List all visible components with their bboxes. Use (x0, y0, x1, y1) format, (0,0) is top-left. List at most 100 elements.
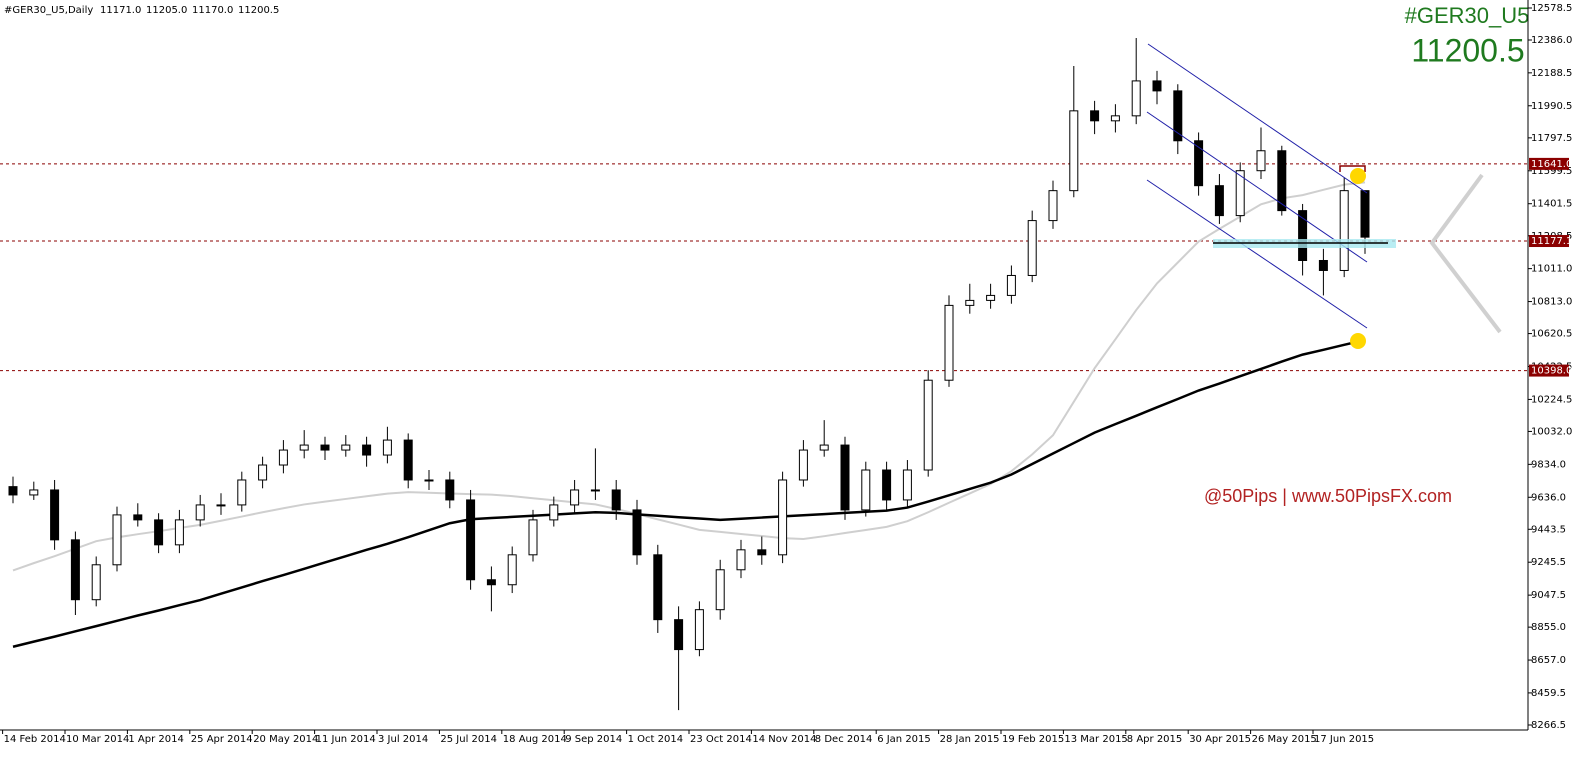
x-tick-label: 26 May 2015 (1252, 734, 1317, 745)
candle-body (299, 444, 309, 451)
x-tick-label: 6 Jan 2015 (877, 734, 931, 745)
channel-line (1146, 111, 1368, 263)
level-label-box (1529, 235, 1569, 248)
candle-body (757, 549, 767, 556)
x-tick-label: 3 Jul 2014 (378, 734, 428, 745)
candle-body (819, 444, 829, 451)
candle-body (674, 619, 684, 651)
moving-average (12, 338, 1366, 648)
candle-body (611, 489, 621, 511)
candle-body (1152, 80, 1162, 92)
candle-body (445, 479, 455, 501)
candle-body (278, 449, 288, 466)
y-tick-label: 9245.5 (1531, 557, 1566, 568)
candle-body (216, 504, 226, 507)
x-tick-label: 23 Oct 2014 (690, 734, 752, 745)
y-tick-label: 12578.5 (1531, 3, 1572, 14)
x-tick-label: 9 Sep 2014 (565, 734, 622, 745)
price: 11200.5 (1411, 32, 1524, 68)
candle-body (174, 519, 184, 546)
y-tick-label: 11011.0 (1531, 264, 1572, 275)
candle-body (320, 444, 330, 451)
candle-body (882, 469, 892, 501)
candle-body (507, 554, 517, 586)
y-tick-label: 9443.5 (1531, 524, 1566, 535)
candle-body (1006, 274, 1016, 296)
candle-body (736, 549, 746, 571)
candle-body (694, 609, 704, 651)
x-tick-label: 18 Aug 2014 (503, 734, 567, 745)
level-label: 11641.0 (1531, 159, 1572, 170)
marker (1339, 165, 1366, 172)
candle-body (1214, 185, 1224, 217)
candle-body (798, 449, 808, 481)
watermark: @50Pips | www.50PipsFX.com (1204, 486, 1452, 506)
x-tick-label: 8 Apr 2015 (1127, 734, 1182, 745)
candle-body (944, 304, 954, 381)
candle-body (1360, 190, 1370, 238)
candle-body (8, 486, 18, 496)
x-tick-label: 10 Mar 2014 (66, 734, 129, 745)
y-tick-label: 10032.0 (1531, 426, 1572, 437)
moving-average (12, 181, 1366, 572)
candle-body (1235, 170, 1245, 217)
candle-body (70, 539, 80, 601)
candle-body (1256, 150, 1266, 172)
x-tick-label: 13 Mar 2015 (1064, 734, 1127, 745)
x-tick-label: 8 Dec 2014 (815, 734, 873, 745)
y-tick-label: 9636.0 (1531, 492, 1566, 503)
candle-body (1048, 190, 1058, 222)
candle-body (382, 439, 392, 456)
y-tick-label: 11990.5 (1531, 101, 1572, 112)
candle-body (29, 489, 39, 496)
y-tick-label: 8266.5 (1531, 720, 1566, 731)
candle-body (653, 554, 663, 621)
candle-body (112, 514, 122, 566)
candle-body (715, 569, 725, 611)
candle-body (362, 444, 372, 456)
candle-body (1090, 110, 1100, 122)
candle-body (1298, 210, 1308, 261)
y-tick-label: 8657.0 (1531, 655, 1566, 666)
x-tick-label: 30 Apr 2015 (1189, 734, 1251, 745)
candle-body (1277, 150, 1287, 212)
x-tick-label: 14 Nov 2014 (752, 734, 816, 745)
header-value: 11170.0 (192, 5, 233, 16)
candle-body (902, 469, 912, 501)
y-tick-label: 11797.5 (1531, 133, 1572, 144)
level-label-box (1529, 157, 1569, 170)
candle-body (986, 294, 996, 301)
candle-body (424, 479, 434, 482)
x-tick-label: 28 Jan 2015 (940, 734, 1000, 745)
highlight (1350, 333, 1366, 349)
candle-body (1173, 90, 1183, 142)
y-tick-label: 11401.5 (1531, 199, 1572, 210)
candle-body (195, 504, 205, 521)
y-tick-label: 10224.5 (1531, 394, 1572, 405)
header-value: 11200.5 (238, 5, 279, 16)
candle-body (1027, 220, 1037, 276)
header: #GER30_U5,Daily (4, 5, 93, 16)
x-tick-label: 19 Feb 2015 (1002, 734, 1064, 745)
candle-body (1110, 115, 1120, 122)
channel-line (1146, 179, 1368, 329)
x-tick-label: 14 Feb 2014 (4, 734, 66, 745)
candle-body (466, 499, 476, 581)
candle-body (570, 489, 580, 506)
y-tick-label: 12188.5 (1531, 68, 1572, 79)
y-tick-label: 9047.5 (1531, 590, 1566, 601)
candle-body (861, 469, 871, 511)
x-tick-label: 1 Apr 2014 (128, 734, 183, 745)
x-tick-label: 11 Jun 2014 (316, 734, 376, 745)
candle-body (549, 504, 559, 521)
y-tick-label: 10620.5 (1531, 329, 1572, 340)
candle-body (154, 519, 164, 546)
candle-body (237, 479, 247, 506)
candle-body (403, 439, 413, 481)
candle-body (1318, 259, 1328, 271)
candle-body (341, 444, 351, 451)
y-tick-label: 12386.0 (1531, 35, 1572, 46)
x-tick-label: 25 Jul 2014 (440, 734, 497, 745)
candle-body (528, 519, 538, 556)
